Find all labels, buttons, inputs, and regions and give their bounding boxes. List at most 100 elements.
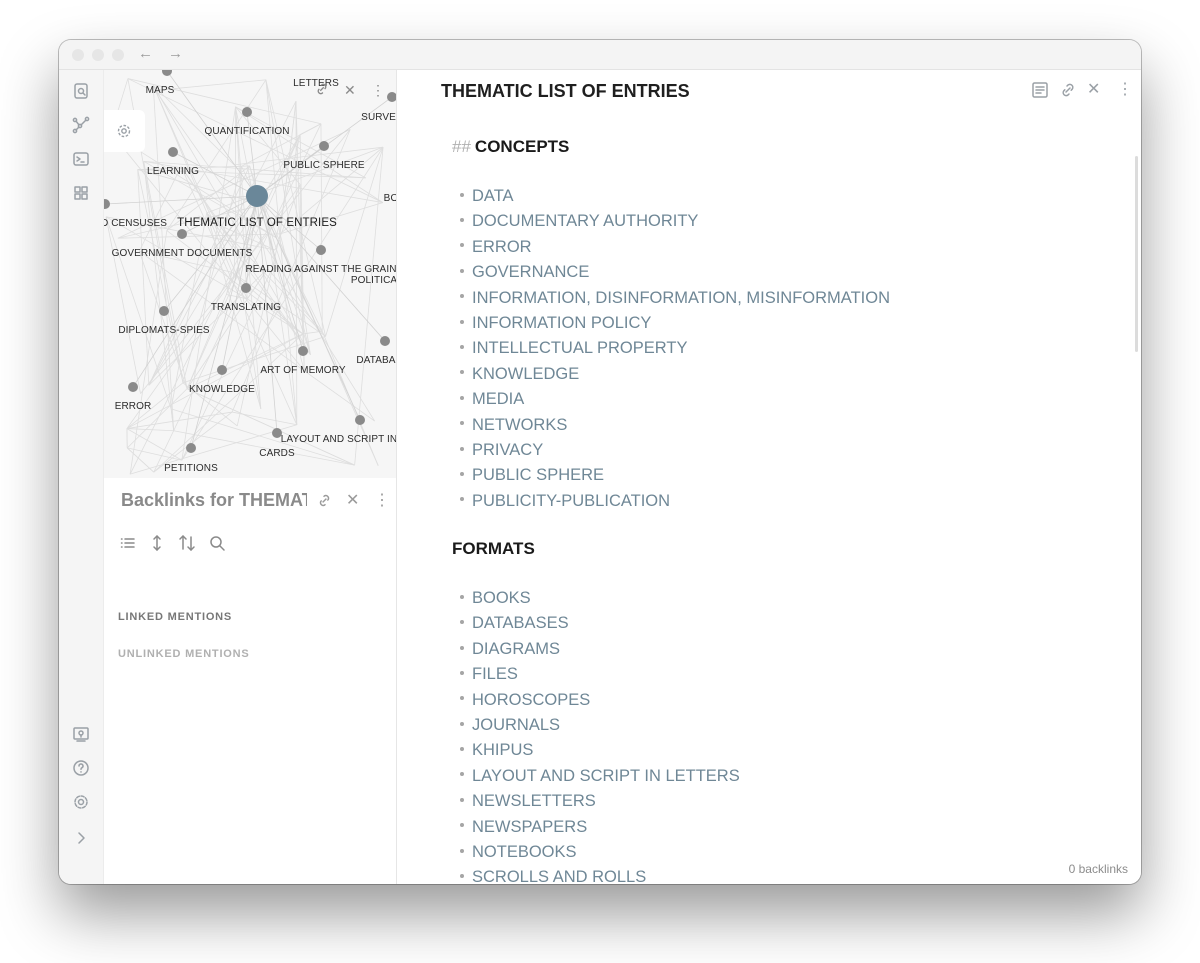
sort-icon[interactable] [178, 534, 196, 552]
graph-node[interactable] [380, 336, 390, 346]
list-view-icon[interactable] [119, 534, 137, 552]
graph-node-label[interactable]: TRANSLATING [210, 302, 282, 313]
expand-chevron-icon[interactable] [72, 829, 90, 847]
internal-link[interactable]: NOTEBOOKS [472, 842, 577, 861]
graph-node-label[interactable]: D CENSUSES [104, 218, 168, 229]
graph-node[interactable] [298, 346, 308, 356]
note-title[interactable]: THEMATIC LIST OF ENTRIES [441, 81, 690, 101]
internal-link[interactable]: LAYOUT AND SCRIPT IN LETTERS [472, 766, 740, 785]
graph-node-label[interactable]: QUANTIFICATION [204, 126, 290, 137]
internal-link[interactable]: KNOWLEDGE [472, 364, 580, 383]
internal-link[interactable]: DOCUMENTARY AUTHORITY [472, 212, 699, 231]
graph-node-label[interactable]: ART OF MEMORY [260, 365, 346, 376]
graph-node-label[interactable]: THEMATIC LIST OF ENTRIES [177, 217, 337, 229]
graph-node-label[interactable]: DATABA [356, 355, 396, 366]
internal-link[interactable]: MEDIA [472, 390, 525, 409]
internal-link[interactable]: GOVERNANCE [472, 263, 590, 282]
graph-node-label[interactable]: BO [383, 193, 396, 204]
help-icon[interactable] [72, 759, 90, 777]
graph-node-label[interactable]: READING AGAINST THE GRAIN [245, 264, 396, 275]
internal-link[interactable]: KHIPUS [472, 741, 534, 760]
search-icon[interactable] [208, 534, 226, 552]
backlinks-close-icon[interactable]: ✕ [346, 492, 360, 509]
internal-link[interactable]: NETWORKS [472, 415, 568, 434]
graph-node-label[interactable]: MAPS [145, 85, 175, 96]
graph-node-label[interactable]: LEARNING [147, 166, 199, 177]
internal-link[interactable]: PUBLICITY-PUBLICATION [472, 491, 671, 510]
internal-link[interactable]: JOURNALS [472, 716, 561, 735]
grid-icon[interactable] [72, 184, 90, 202]
zoom-window-button[interactable] [112, 49, 124, 61]
quick-switcher-icon[interactable] [72, 82, 90, 100]
note-close-icon[interactable]: ✕ [1087, 81, 1101, 98]
internal-link[interactable]: INTELLECTUAL PROPERTY [472, 339, 688, 358]
linked-mentions-toggle[interactable]: LINKED MENTIONS [118, 611, 233, 623]
graph-node-label[interactable]: KNOWLEDGE [189, 384, 255, 395]
graph-canvas[interactable] [104, 70, 396, 478]
graph-node[interactable] [128, 382, 138, 392]
graph-node-label[interactable]: LETTERS [293, 78, 339, 89]
graph-node[interactable] [159, 306, 169, 316]
graph-node-label[interactable]: DIPLOMATS-SPIES [118, 325, 210, 336]
graph-node-label[interactable]: GOVERNMENT DOCUMENTS [111, 248, 253, 259]
note-more-icon[interactable]: ⋮ [1117, 81, 1133, 98]
graph-node[interactable] [355, 415, 365, 425]
graph-node[interactable] [162, 70, 172, 76]
graph-link-icon[interactable] [315, 82, 329, 99]
backlinks-more-icon[interactable]: ⋮ [374, 492, 390, 509]
terminal-icon[interactable] [72, 150, 90, 168]
internal-link[interactable]: HOROSCOPES [472, 690, 591, 709]
graph-node[interactable] [104, 199, 110, 209]
graph-node-label[interactable]: PETITIONS [164, 463, 218, 474]
graph-node[interactable] [217, 365, 227, 375]
internal-link[interactable]: FILES [472, 665, 518, 684]
close-window-button[interactable] [72, 49, 84, 61]
graph-node-label[interactable]: SURVEI [361, 112, 396, 123]
vault-icon[interactable] [72, 725, 90, 743]
graph-node-label[interactable]: CARDS [259, 448, 295, 459]
note-link-icon[interactable] [1059, 81, 1077, 99]
graph-node[interactable] [168, 147, 178, 157]
graph-node[interactable] [186, 443, 196, 453]
internal-link[interactable]: BOOKS [472, 589, 531, 608]
graph-node[interactable] [319, 141, 329, 151]
reading-view-icon[interactable] [1031, 81, 1049, 99]
backlinks-link-icon[interactable] [317, 493, 332, 513]
expand-collapse-icon[interactable] [148, 534, 166, 552]
internal-link[interactable]: DATABASES [472, 614, 569, 633]
graph-node-label[interactable]: PUBLIC SPHERE [283, 160, 365, 171]
settings-gear-icon[interactable] [72, 793, 90, 811]
graph-node[interactable] [242, 107, 252, 117]
internal-link[interactable]: ERROR [472, 237, 532, 256]
internal-link[interactable]: PUBLIC SPHERE [472, 466, 605, 485]
graph-view-icon[interactable] [72, 116, 90, 134]
backlinks-count[interactable]: 0 backlinks [1068, 862, 1128, 876]
graph-node-label[interactable]: LAYOUT AND SCRIPT IN [280, 434, 396, 445]
internal-link[interactable]: INFORMATION, DISINFORMATION, MISINFORMAT… [472, 288, 890, 307]
local-graph-view[interactable]: MAPS LETTERS SURVEI QUANTIFICATION LEARNING P… [104, 70, 396, 478]
graph-node[interactable] [246, 185, 268, 207]
internal-link[interactable]: PRIVACY [472, 440, 544, 459]
bullet-icon [460, 268, 464, 273]
graph-node[interactable] [387, 92, 396, 102]
graph-node[interactable] [241, 283, 251, 293]
internal-link[interactable]: DATA [472, 187, 514, 205]
internal-link[interactable]: SCROLLS AND ROLLS [472, 868, 647, 884]
internal-link[interactable]: DIAGRAMS [472, 639, 561, 658]
graph-node-label[interactable]: POLITICA [350, 275, 396, 286]
graph-node[interactable] [177, 229, 187, 239]
internal-link[interactable]: INFORMATION POLICY [472, 313, 652, 332]
internal-link[interactable]: NEWSPAPERS [472, 817, 588, 836]
graph-node[interactable] [316, 245, 326, 255]
unlinked-mentions-toggle[interactable]: UNLINKED MENTIONS [118, 648, 250, 660]
forward-arrow-icon[interactable]: → [168, 45, 183, 62]
graph-close-icon[interactable]: ✕ [344, 82, 356, 98]
back-arrow-icon[interactable]: ← [138, 45, 153, 62]
minimize-window-button[interactable] [92, 49, 104, 61]
scrollbar[interactable] [1135, 156, 1138, 352]
internal-link[interactable]: NEWSLETTERS [472, 792, 596, 811]
graph-settings-button[interactable] [104, 110, 145, 152]
graph-node-label[interactable]: ERROR [114, 401, 152, 412]
graph-node[interactable] [272, 428, 282, 438]
graph-more-icon[interactable]: ⋮ [371, 82, 385, 98]
